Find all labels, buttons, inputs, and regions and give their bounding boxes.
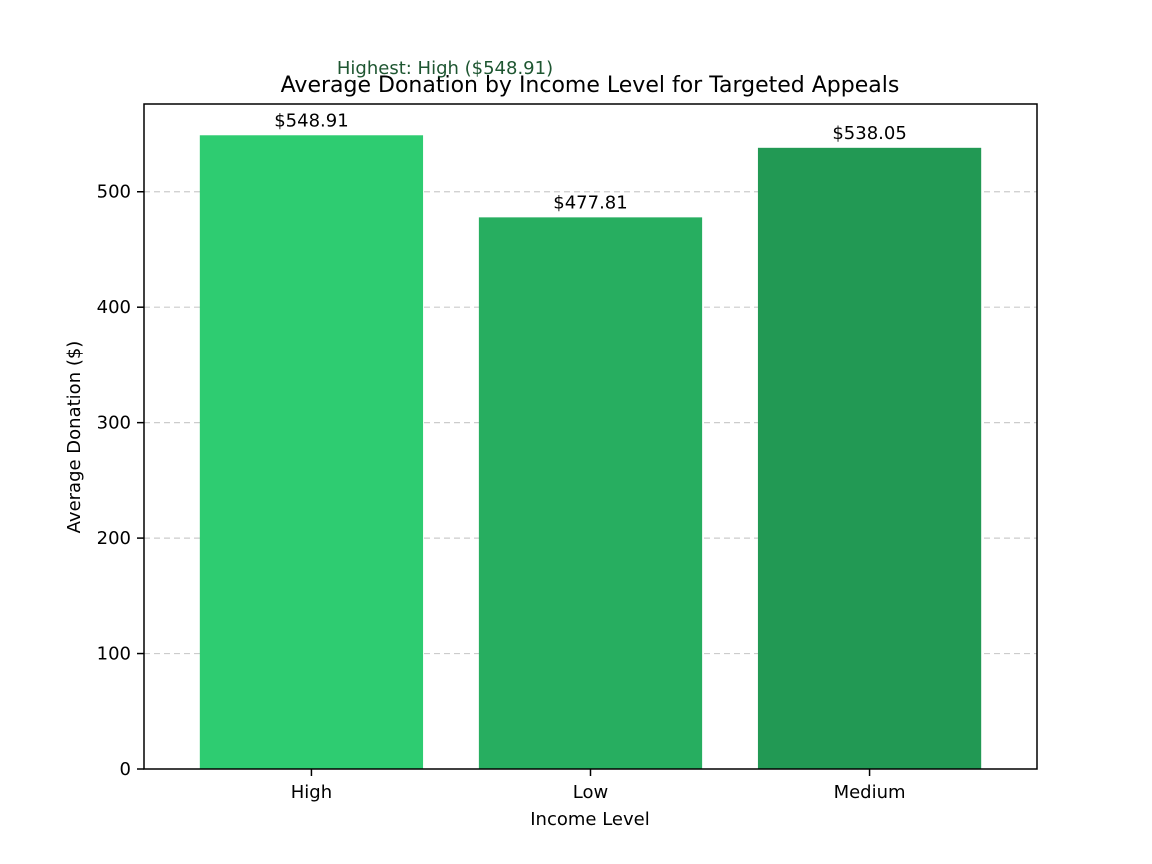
y-tick-label-0: 0 — [120, 759, 131, 780]
bar-high — [199, 135, 424, 770]
data-label-medium: $538.05 — [832, 123, 906, 144]
bar-low — [478, 217, 703, 770]
x-tick-label-low: Low — [573, 782, 608, 803]
y-tick-label-500: 500 — [97, 182, 131, 203]
highest-annotation: Highest: High ($548.91) — [337, 58, 553, 79]
data-labels: $548.91 $477.81 $538.05 — [274, 110, 907, 213]
data-label-low: $477.81 — [553, 192, 627, 213]
y-tick-label-100: 100 — [97, 644, 131, 665]
x-axis-ticks: High Low Medium — [291, 769, 906, 803]
x-axis-title: Income Level — [530, 809, 649, 830]
bar-medium — [757, 147, 982, 770]
y-tick-label-200: 200 — [97, 528, 131, 549]
bars — [199, 135, 982, 770]
data-label-high: $548.91 — [274, 110, 348, 131]
chart-title: Average Donation by Income Level for Tar… — [281, 73, 900, 98]
y-axis-ticks: 0 100 200 300 400 500 — [97, 182, 144, 780]
x-tick-label-high: High — [291, 782, 332, 803]
y-tick-label-400: 400 — [97, 297, 131, 318]
y-tick-label-300: 300 — [97, 413, 131, 434]
x-tick-label-medium: Medium — [834, 782, 906, 803]
y-axis-title: Average Donation ($) — [64, 341, 85, 534]
